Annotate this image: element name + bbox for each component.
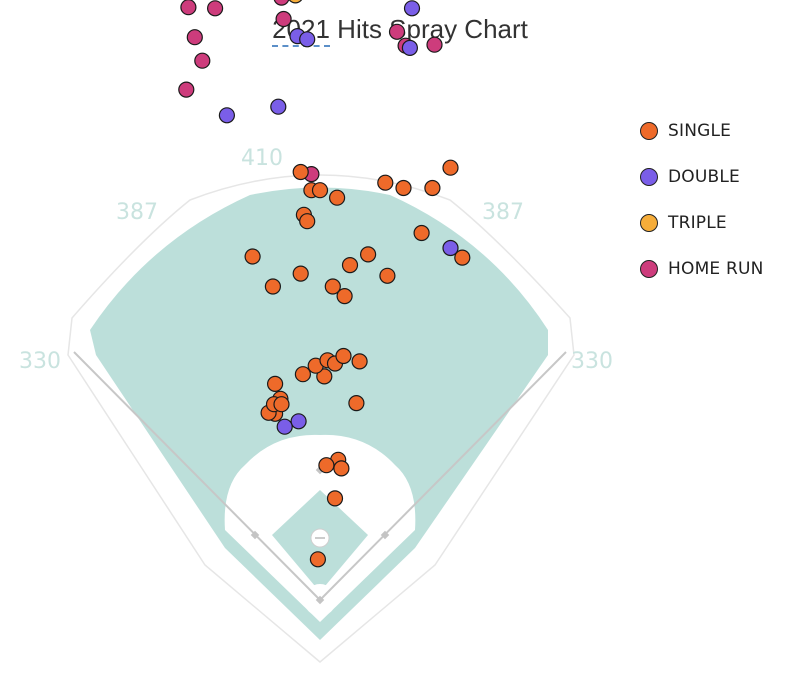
legend-label-home-run: HOME RUN <box>668 259 764 279</box>
hit-points-layer <box>178 0 471 568</box>
hit-point-single[interactable] <box>329 189 346 206</box>
hit-point-home-run[interactable] <box>388 23 406 40</box>
hit-point-home-run[interactable] <box>207 0 224 17</box>
hit-point-single[interactable] <box>348 395 365 412</box>
hit-point-single[interactable] <box>273 396 290 413</box>
legend-item-home-run[interactable]: HOME RUN <box>640 246 764 292</box>
hit-point-single[interactable] <box>454 249 471 266</box>
legend-item-triple[interactable]: TRIPLE <box>640 200 764 246</box>
hit-point-single[interactable] <box>292 265 309 282</box>
hit-point-double[interactable] <box>401 39 418 57</box>
hit-point-home-run[interactable] <box>194 52 211 69</box>
chart-title: 2021 Hits Spray Chart <box>0 14 792 47</box>
outfield-grass <box>90 187 548 640</box>
legend-item-single[interactable]: SINGLE <box>640 108 764 154</box>
hit-point-triple[interactable] <box>288 0 303 4</box>
distance-label-left-center: 387 <box>116 200 158 225</box>
legend-swatch-triple <box>640 214 658 232</box>
right-foul-line <box>319 351 567 601</box>
legend-swatch-double <box>640 168 658 186</box>
hit-point-single[interactable] <box>377 174 394 191</box>
left-foul-line <box>73 351 321 601</box>
hit-point-double[interactable] <box>299 31 316 48</box>
hit-point-double[interactable] <box>442 239 459 257</box>
hit-point-single[interactable] <box>335 347 352 365</box>
hit-point-single[interactable] <box>299 213 316 230</box>
legend-label-single: SINGLE <box>668 121 732 141</box>
hit-point-single[interactable] <box>395 179 412 197</box>
hit-point-double[interactable] <box>218 107 235 124</box>
distance-label-right-center: 387 <box>482 200 524 225</box>
legend-label-triple: TRIPLE <box>668 213 727 233</box>
legend-label-double: DOUBLE <box>668 167 740 187</box>
hit-point-single[interactable] <box>292 163 309 181</box>
hit-point-home-run[interactable] <box>275 10 292 28</box>
legend-swatch-single <box>640 122 658 140</box>
distance-label-left-line: 330 <box>19 349 61 374</box>
first-base <box>380 530 390 540</box>
distance-label-right-line: 330 <box>571 349 613 374</box>
hit-point-single[interactable] <box>333 460 350 477</box>
hit-point-double[interactable] <box>290 413 307 430</box>
hit-point-single[interactable] <box>326 490 344 507</box>
stadium-outline <box>67 174 575 663</box>
hit-point-single[interactable] <box>424 179 441 197</box>
hit-point-double[interactable] <box>276 418 293 435</box>
distance-label-center: 410 <box>241 146 283 171</box>
hit-point-single[interactable] <box>316 368 333 385</box>
hit-point-single[interactable] <box>311 182 329 199</box>
hit-point-single[interactable] <box>351 353 368 370</box>
hit-point-single[interactable] <box>309 551 326 568</box>
hit-point-single[interactable] <box>267 375 284 392</box>
hit-point-single[interactable] <box>341 257 359 274</box>
legend-item-double[interactable]: DOUBLE <box>640 154 764 200</box>
hit-point-double[interactable] <box>403 0 421 17</box>
hit-point-single[interactable] <box>318 457 335 474</box>
hit-point-single[interactable] <box>360 246 377 263</box>
hit-point-single[interactable] <box>264 278 281 295</box>
hit-point-home-run[interactable] <box>426 36 443 53</box>
home-plate <box>315 595 325 605</box>
hit-point-home-run[interactable] <box>178 81 195 98</box>
hit-point-single[interactable] <box>442 159 459 176</box>
hit-point-single[interactable] <box>379 267 396 284</box>
hit-point-home-run[interactable] <box>273 0 290 6</box>
legend-swatch-home-run <box>640 260 658 278</box>
hit-point-single[interactable] <box>324 278 341 295</box>
hit-point-single[interactable] <box>413 224 430 242</box>
hit-point-single[interactable] <box>294 366 311 383</box>
hit-point-home-run[interactable] <box>186 29 203 46</box>
legend: SINGLE DOUBLE TRIPLE HOME RUN <box>640 108 764 292</box>
hit-point-home-run[interactable] <box>180 0 197 16</box>
hit-point-double[interactable] <box>270 98 287 115</box>
hit-point-single[interactable] <box>244 248 261 265</box>
hit-point-single[interactable] <box>336 288 353 305</box>
